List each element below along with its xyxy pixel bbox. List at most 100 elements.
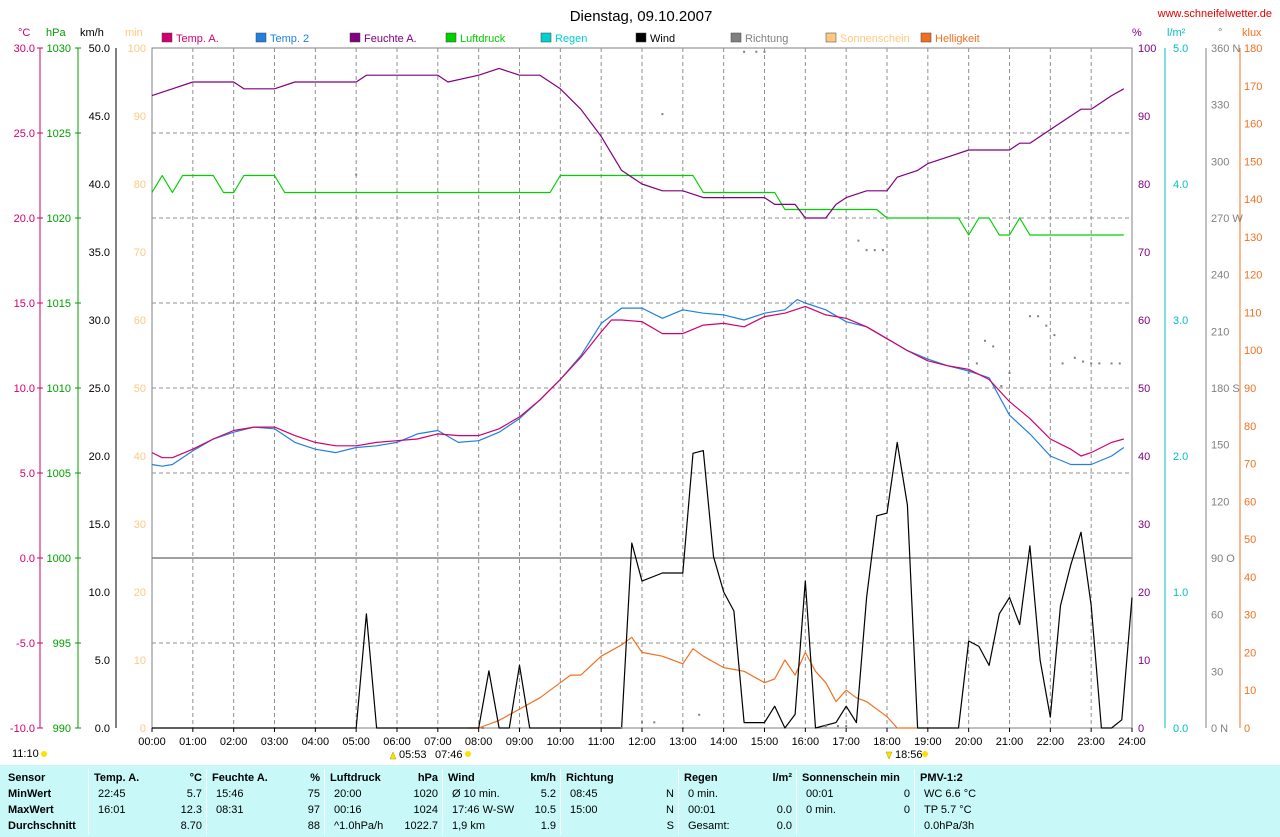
direction-point xyxy=(1028,315,1031,318)
sunset-label: 18:56 xyxy=(895,749,923,761)
chart-title: Dienstag, 09.10.2007 xyxy=(570,8,713,25)
footer-unit: km/h xyxy=(530,772,556,784)
wind-tick: 15.0 xyxy=(89,519,110,531)
footer-header: Wind xyxy=(448,772,475,784)
wind-tick: 30.0 xyxy=(89,315,110,327)
direction-point xyxy=(1037,315,1040,318)
direction-point xyxy=(873,249,876,252)
footer-value: 0.0 xyxy=(776,820,792,832)
humidity-tick: 30 xyxy=(1138,519,1150,531)
footer-time: 17:46 W-SW xyxy=(452,804,515,816)
brightness-tick: 90 xyxy=(1244,383,1256,395)
footer-time: Gesamt: xyxy=(688,820,730,832)
footer-separator xyxy=(914,769,915,835)
temp-tick: -10.0 xyxy=(10,723,35,735)
footer-unit: l/m² xyxy=(772,772,792,784)
direction-point xyxy=(481,727,484,729)
site-url: www.schneifelwetter.de xyxy=(1157,8,1272,20)
x-tick-label: 13:00 xyxy=(669,736,697,748)
direction-point xyxy=(1110,362,1113,365)
footer-time: 00:16 xyxy=(334,804,362,816)
direction-point xyxy=(837,725,839,728)
x-tick-label: 00:00 xyxy=(138,736,166,748)
footer-time: 0.0hPa/3h xyxy=(924,820,975,832)
temp-tick: 20.0 xyxy=(14,213,35,225)
footer-separator xyxy=(88,769,89,835)
footer-value: 1022.7 xyxy=(404,820,438,832)
brightness-tick: 10 xyxy=(1244,685,1256,697)
temp-tick: 10.0 xyxy=(14,383,35,395)
rain-tick: 2.0 xyxy=(1173,451,1188,463)
x-tick-label: 08:00 xyxy=(465,736,493,748)
x-tick-label: 16:00 xyxy=(792,736,820,748)
series-layer xyxy=(151,50,1133,729)
footer-separator xyxy=(796,769,797,835)
brightness-tick: 150 xyxy=(1244,156,1262,168)
sun-tick: 90 xyxy=(134,111,146,123)
direction-tick: 0 N xyxy=(1211,723,1228,735)
humidity-tick: 0 xyxy=(1138,723,1144,735)
direction-point xyxy=(857,239,860,242)
direction-tick: 300 xyxy=(1211,156,1229,168)
legend-label-8: Helligkeit xyxy=(935,33,980,45)
humidity-tick: 80 xyxy=(1138,179,1150,191)
footer-unit: % xyxy=(310,772,320,784)
direction-point xyxy=(1073,356,1076,359)
wind-tick: 35.0 xyxy=(89,247,110,259)
direction-point xyxy=(620,727,623,729)
footer-value: S xyxy=(666,820,674,832)
footer-header: Temp. A. xyxy=(94,772,140,784)
wind-tick-lower: 5.0 xyxy=(95,655,110,667)
brightness-tick: 50 xyxy=(1244,534,1256,546)
x-tick-label: 04:00 xyxy=(302,736,330,748)
humidity-tick: 90 xyxy=(1138,111,1150,123)
footer-value: 5.2 xyxy=(540,788,556,800)
pressure-tick: 990 xyxy=(53,723,71,735)
footer-value: 1.9 xyxy=(540,820,556,832)
x-tick-label: 23:00 xyxy=(1077,736,1105,748)
legend-swatch-4 xyxy=(540,32,552,43)
footer-time: 15:00 xyxy=(570,804,598,816)
direction-point xyxy=(975,362,978,365)
footer-value: 88 xyxy=(307,820,320,832)
temp-tick: 15.0 xyxy=(14,298,35,310)
x-tick-label: 15:00 xyxy=(751,736,779,748)
x-tick-label: 17:00 xyxy=(832,736,860,748)
legend-label-0: Temp. A. xyxy=(176,33,219,45)
sun-icon-morning xyxy=(465,751,471,757)
x-tick-label: 05:00 xyxy=(342,736,370,748)
brightness-tick: 40 xyxy=(1244,572,1256,584)
footer-time: TP 5.7 °C xyxy=(924,804,972,816)
direction-point xyxy=(881,249,884,252)
pressure-tick: 1020 xyxy=(47,213,71,225)
direction-point xyxy=(661,113,664,116)
sun-markers: 11:10 05:53 07:46 18:56 xyxy=(12,748,928,761)
footer-value: N xyxy=(666,788,674,800)
footer-separator xyxy=(678,769,679,835)
footer-time: 00:01 xyxy=(806,788,834,800)
brightness-tick: 70 xyxy=(1244,459,1256,471)
footer-header: Luftdruck xyxy=(330,772,381,784)
series-luftdruck xyxy=(151,174,1124,236)
legend-label-5: Wind xyxy=(650,33,675,45)
x-tick-label: 01:00 xyxy=(179,736,207,748)
footer-value: 8.70 xyxy=(180,820,202,832)
x-tick-label: 07:00 xyxy=(424,736,452,748)
wind-tick-lower: 10.0 xyxy=(89,587,110,599)
footer-time: WC 6.6 °C xyxy=(924,788,977,800)
series-wind xyxy=(152,441,1133,729)
pressure-tick: 1010 xyxy=(47,383,71,395)
direction-point xyxy=(653,721,656,724)
footer-time: 20:00 xyxy=(334,788,362,800)
direction-point xyxy=(1118,362,1121,365)
sun-tick: 100 xyxy=(128,43,146,55)
legend-swatch-7 xyxy=(825,32,837,43)
sun-icon-evening xyxy=(922,751,928,757)
footer-value: N xyxy=(666,804,674,816)
wind-tick: 50.0 xyxy=(89,43,110,55)
sun-tick: 40 xyxy=(134,451,146,463)
legend-label-6: Richtung xyxy=(745,33,788,45)
x-tick-label: 02:00 xyxy=(220,736,248,748)
legend-label-3: Luftdruck xyxy=(460,33,506,45)
rain-tick: 1.0 xyxy=(1173,587,1188,599)
